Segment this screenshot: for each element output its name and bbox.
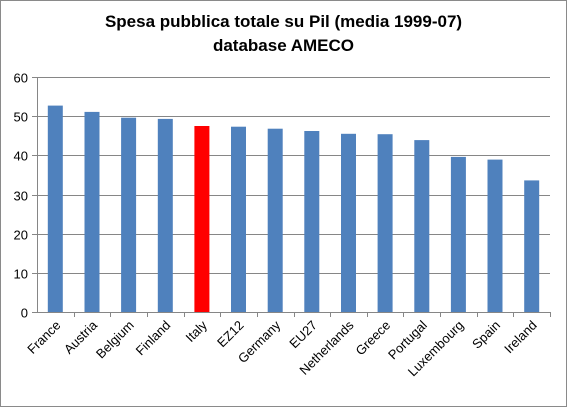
chart-title-line-1: Spesa pubblica totale su Pil (media 1999…: [104, 12, 463, 31]
bar-finland: [157, 118, 173, 313]
bar-ireland: [524, 180, 540, 312]
bar-belgium: [121, 117, 137, 312]
bar-netherlands: [341, 133, 356, 312]
bar-spain: [487, 159, 503, 312]
bar-luxembourg: [450, 156, 466, 312]
x-category-label: Belgium: [93, 318, 137, 362]
y-tick-label: 0: [21, 306, 28, 321]
bar-eu27: [304, 131, 320, 312]
x-category-label: EZ12: [214, 318, 247, 351]
bar-ez12: [231, 126, 246, 312]
x-category-label: Finland: [133, 318, 174, 359]
y-tick-label: 30: [14, 189, 28, 204]
chart-title-line-2: database AMECO: [212, 36, 355, 55]
bar-portugal: [414, 140, 430, 312]
bar-italy: [194, 126, 210, 312]
bar-germany: [267, 128, 283, 312]
chart-title: Spesa pubblica totale su Pil (media 1999…: [0, 10, 567, 58]
bar-greece: [377, 134, 393, 312]
bar-france: [47, 105, 63, 312]
x-category-label: Spain: [469, 318, 503, 352]
y-tick-label: 60: [14, 71, 28, 86]
x-category-label: Italy: [183, 317, 211, 345]
bar-austria: [84, 111, 100, 313]
x-category-label: France: [24, 318, 63, 357]
x-category-label: EU27: [286, 318, 320, 352]
y-tick-label: 10: [14, 267, 28, 282]
y-tick-label: 50: [14, 110, 28, 125]
y-tick-label: 20: [14, 228, 28, 243]
x-category-label: Ireland: [501, 318, 540, 357]
y-tick-label: 40: [14, 149, 28, 164]
